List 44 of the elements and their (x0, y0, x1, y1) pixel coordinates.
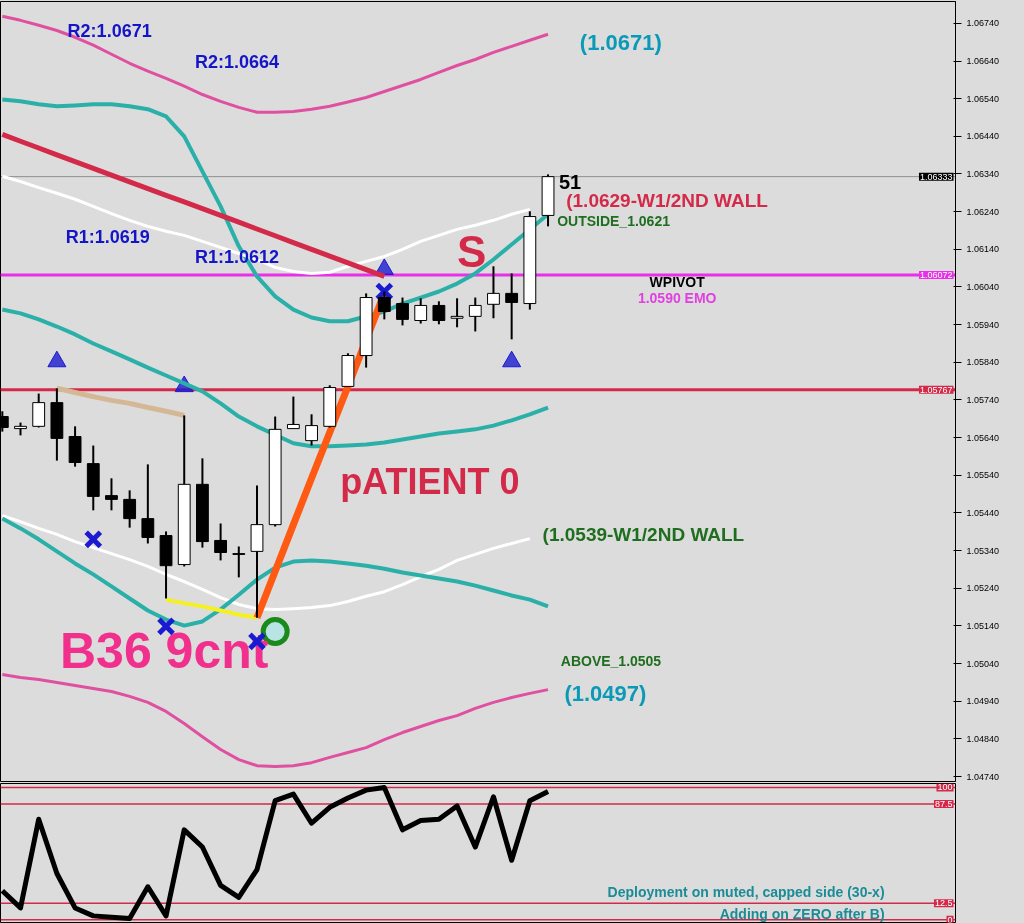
annotation: Deployment on muted, capped side (30-x) (607, 883, 885, 900)
annotation: 1.0590 EMO (637, 289, 717, 306)
y-tick-label: 1.05340 (966, 545, 1000, 556)
annotation: ABOVE_1.0505 (560, 653, 662, 670)
ref-line-label: 0 (947, 914, 953, 923)
y-tick-label: 1.05940 (966, 319, 1000, 330)
y-tick-label: 1.06340 (966, 169, 1000, 179)
y-tick-label: 1.06740 (966, 18, 1000, 29)
ref-line-label: 1.05767 (919, 384, 953, 395)
y-tick-label: 1.06140 (966, 244, 1000, 255)
ref-line-label: 1.06072 (919, 269, 953, 280)
annotation: OUTSIDE_1.0621 (557, 213, 671, 230)
ref-line-label: 100 (937, 782, 953, 793)
y-tick-label: 1.05840 (966, 357, 1000, 368)
annotation: R2:1.0671 (67, 21, 152, 42)
y-tick-label: 1.06040 (966, 281, 1000, 292)
y-tick-label: 1.06440 (966, 131, 1000, 142)
ref-line-label: 1.06333 (919, 171, 953, 182)
annotation: pATIENT 0 (340, 460, 520, 502)
y-tick-label: 1.05040 (966, 658, 1000, 669)
annotation: WPIVOT (649, 274, 706, 291)
y-tick-label: 1.04740 (966, 771, 1000, 782)
y-tick-label: 1.05140 (966, 620, 1000, 631)
annotation: R2:1.0664 (194, 51, 280, 72)
ref-line-label: 12.5 (934, 898, 953, 909)
y-tick-label: 1.06540 (966, 93, 1000, 104)
annotation: S (456, 226, 487, 276)
y-tick-label: 1.06240 (966, 206, 1000, 217)
annotation: (1.0671) (579, 29, 662, 55)
annotation: R1:1.0612 (194, 247, 280, 268)
annotation: Adding on ZERO after B) (719, 906, 885, 923)
y-tick-label: 1.05740 (966, 394, 1000, 405)
y-tick-label: 1.05240 (966, 583, 1000, 594)
y-tick-label: 1.05440 (966, 507, 1000, 518)
ref-line-label: 87.5 (934, 799, 953, 810)
y-tick-label: 1.06640 (966, 56, 1000, 67)
annotation: (1.0539-W1/2ND WALL (542, 523, 745, 545)
annotation: R1:1.0619 (65, 227, 150, 248)
y-tick-label: 1.04940 (966, 696, 1000, 707)
y-tick-label: 1.05640 (966, 432, 1000, 443)
annotation: (1.0497) (564, 680, 647, 706)
y-tick-label: 1.04840 (966, 733, 1000, 744)
y-tick-label: 1.05540 (966, 470, 1000, 481)
annotation: B36 9cnt (60, 623, 269, 680)
